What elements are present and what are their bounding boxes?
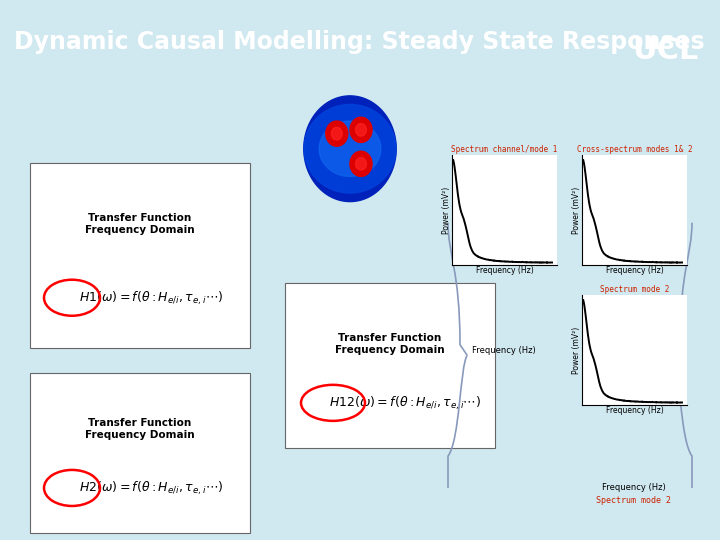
- Y-axis label: Power (mV²): Power (mV²): [572, 186, 580, 234]
- Y-axis label: Power (mV²): Power (mV²): [441, 186, 451, 234]
- Polygon shape: [304, 104, 396, 193]
- Bar: [30, 373, 250, 533]
- Polygon shape: [304, 96, 396, 201]
- Title: Spectrum mode 2: Spectrum mode 2: [600, 285, 669, 294]
- Bar: [285, 283, 495, 448]
- X-axis label: Frequency (Hz): Frequency (Hz): [606, 407, 663, 415]
- Text: Transfer Function: Transfer Function: [338, 333, 441, 343]
- Text: Frequency (Hz): Frequency (Hz): [472, 346, 536, 355]
- Text: Frequency Domain: Frequency Domain: [85, 430, 195, 440]
- Title: Cross-spectrum modes 1& 2: Cross-spectrum modes 1& 2: [577, 145, 693, 154]
- Text: $H12(\omega)= f(\theta:H_{e/i},\tau_{e,i}\cdots)$: $H12(\omega)= f(\theta:H_{e/i},\tau_{e,i…: [328, 395, 481, 411]
- Bar: [30, 163, 250, 348]
- Polygon shape: [356, 158, 366, 170]
- Polygon shape: [331, 127, 342, 140]
- Text: $H2(\omega)= f(\theta:H_{e/i},\tau_{e,i}\cdots)$: $H2(\omega)= f(\theta:H_{e/i},\tau_{e,i}…: [78, 480, 223, 496]
- Polygon shape: [350, 117, 372, 143]
- Polygon shape: [326, 121, 348, 146]
- Text: Spectrum mode 2: Spectrum mode 2: [596, 496, 672, 505]
- Text: Frequency (Hz): Frequency (Hz): [602, 346, 666, 355]
- X-axis label: Frequency (Hz): Frequency (Hz): [476, 266, 534, 275]
- X-axis label: Frequency (Hz): Frequency (Hz): [606, 266, 663, 275]
- Text: Frequency (Hz): Frequency (Hz): [602, 483, 666, 492]
- Polygon shape: [356, 124, 366, 136]
- Text: $H1(\omega)= f(\theta:H_{e/i},\tau_{e,i}\cdots)$: $H1(\omega)= f(\theta:H_{e/i},\tau_{e,i}…: [78, 289, 223, 306]
- Text: Transfer Function: Transfer Function: [89, 213, 192, 222]
- Y-axis label: Power (mV²): Power (mV²): [572, 326, 580, 374]
- Text: Frequency Domain: Frequency Domain: [336, 345, 445, 355]
- Polygon shape: [350, 151, 372, 177]
- Text: Dynamic Causal Modelling: Steady State Responses: Dynamic Causal Modelling: Steady State R…: [14, 30, 705, 54]
- Text: Frequency Domain: Frequency Domain: [85, 225, 195, 235]
- Polygon shape: [319, 121, 381, 177]
- Text: UCL: UCL: [632, 36, 698, 65]
- Text: Transfer Function: Transfer Function: [89, 418, 192, 428]
- Title: Spectrum channel/mode 1: Spectrum channel/mode 1: [451, 145, 558, 154]
